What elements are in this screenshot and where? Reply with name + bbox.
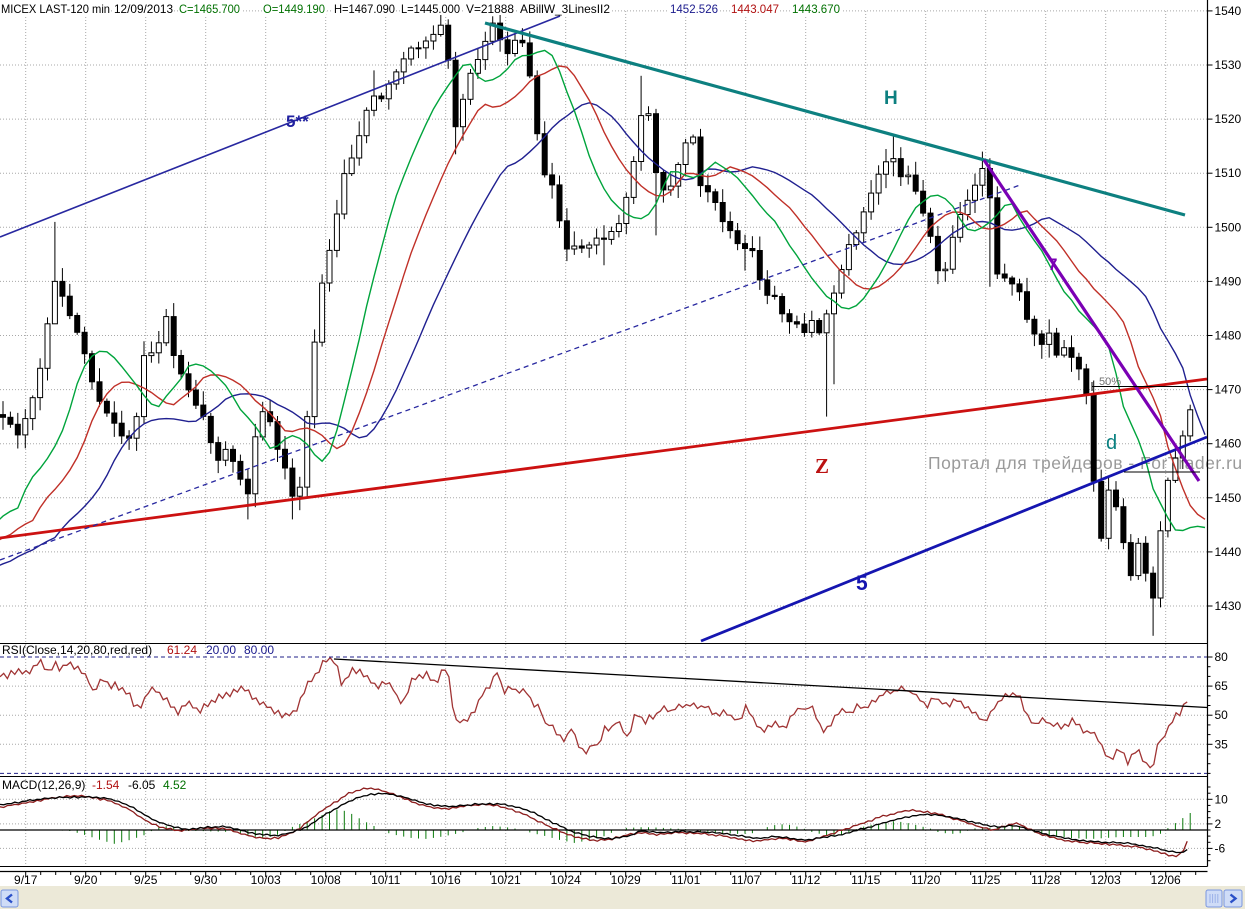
svg-text:1510: 1510 (1215, 166, 1242, 180)
svg-text:12/06: 12/06 (1151, 873, 1181, 887)
svg-text:11/01: 11/01 (671, 873, 700, 887)
svg-text:1440: 1440 (1215, 545, 1242, 559)
svg-text:50: 50 (1215, 708, 1229, 722)
svg-text:10/16: 10/16 (431, 873, 461, 887)
svg-text:9/25: 9/25 (134, 873, 158, 887)
svg-text:11/20: 11/20 (911, 873, 940, 887)
svg-text:12/03: 12/03 (1091, 873, 1121, 887)
svg-text:Портал для трейдеров - ForTrad: Портал для трейдеров - ForTrader.ru (928, 453, 1243, 473)
svg-text:80: 80 (1215, 650, 1229, 664)
svg-text:L=1445.000: L=1445.000 (401, 2, 460, 16)
svg-text:11/12: 11/12 (791, 873, 820, 887)
svg-text:35: 35 (1215, 737, 1229, 751)
svg-text:MACD(12,26,9): MACD(12,26,9) (2, 778, 85, 792)
svg-text:11/15: 11/15 (851, 873, 880, 887)
svg-text:-6.05: -6.05 (128, 778, 156, 792)
svg-text:10: 10 (1215, 792, 1229, 806)
svg-text:11/28: 11/28 (1031, 873, 1060, 887)
svg-text:11/25: 11/25 (971, 873, 1000, 887)
svg-text:Z: Z (815, 454, 829, 478)
svg-text:10/08: 10/08 (311, 873, 341, 887)
svg-text:1430: 1430 (1215, 599, 1242, 613)
svg-text:H=1467.090: H=1467.090 (334, 2, 395, 16)
svg-text:1450: 1450 (1215, 491, 1242, 505)
svg-text:10/21: 10/21 (491, 873, 521, 887)
svg-text:d: d (1106, 432, 1117, 454)
svg-text:1443.670: 1443.670 (792, 2, 840, 16)
svg-text:-1.54: -1.54 (92, 778, 120, 792)
svg-text:1470: 1470 (1215, 383, 1242, 397)
svg-text:12/09/2013: 12/09/2013 (114, 2, 173, 16)
svg-text:10/11: 10/11 (371, 873, 400, 887)
svg-text:10/29: 10/29 (611, 873, 641, 887)
svg-text:O=1449.190: O=1449.190 (263, 2, 325, 16)
svg-text:1520: 1520 (1215, 112, 1242, 126)
svg-text:9/20: 9/20 (74, 873, 98, 887)
svg-text:61.24: 61.24 (167, 643, 197, 657)
svg-text:1452.526: 1452.526 (670, 2, 718, 16)
svg-text:5: 5 (856, 572, 868, 595)
svg-text:10/24: 10/24 (551, 873, 581, 887)
svg-text:9/30: 9/30 (194, 873, 218, 887)
svg-text:65: 65 (1215, 679, 1229, 693)
svg-text:1490: 1490 (1215, 274, 1242, 288)
svg-text:1540: 1540 (1215, 4, 1242, 18)
svg-text:MICEX LAST-120 min: MICEX LAST-120 min (1, 2, 110, 16)
svg-text:1530: 1530 (1215, 58, 1242, 72)
svg-text:H: H (884, 88, 898, 109)
svg-text:C=1465.700: C=1465.700 (179, 2, 240, 16)
svg-text:ABillW_3LinesII2: ABillW_3LinesII2 (520, 2, 610, 16)
svg-text:1443.047: 1443.047 (731, 2, 779, 16)
svg-text:50%: 50% (1099, 376, 1121, 388)
svg-text:4.52: 4.52 (163, 778, 187, 792)
svg-text:2: 2 (1215, 817, 1222, 831)
svg-text:1460: 1460 (1215, 437, 1242, 451)
svg-text:1500: 1500 (1215, 220, 1242, 234)
svg-text:10/03: 10/03 (251, 873, 281, 887)
svg-text:5**: 5** (286, 112, 309, 131)
svg-text:80.00: 80.00 (244, 643, 274, 657)
svg-text:9/17: 9/17 (14, 873, 38, 887)
svg-text:20.00: 20.00 (206, 643, 236, 657)
svg-text:1480: 1480 (1215, 329, 1242, 343)
svg-text:11/07: 11/07 (731, 873, 760, 887)
svg-text:7: 7 (1048, 255, 1057, 274)
svg-text:V=21888: V=21888 (466, 2, 514, 16)
svg-text:-6: -6 (1215, 841, 1226, 855)
svg-text:RSI(Close,14,20,80,red,red): RSI(Close,14,20,80,red,red) (2, 643, 152, 657)
